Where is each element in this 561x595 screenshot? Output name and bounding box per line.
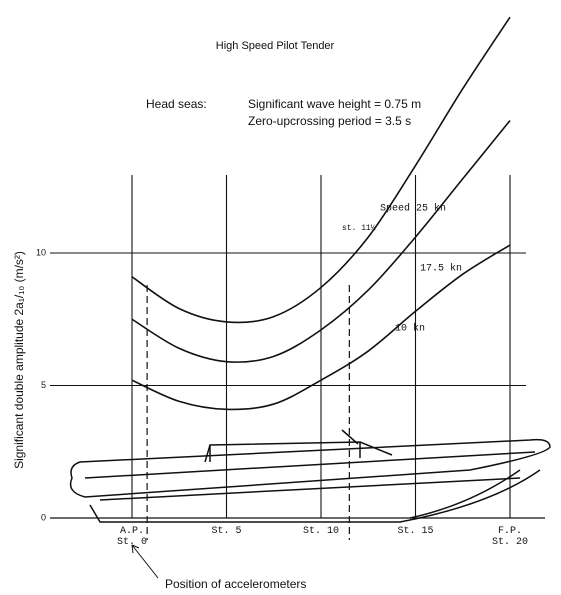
x-tick-label: F.P. St. 20 [480, 526, 540, 548]
x-tick-label: St. 5 [197, 526, 257, 537]
accelerometer-label: Position of accelerometers [165, 577, 306, 591]
y-tick-label: 0 [41, 512, 46, 522]
y-tick-label: 10 [36, 247, 46, 257]
series-label: 10 kn [395, 323, 425, 335]
boat-drawing [71, 430, 550, 522]
chart-title: High Speed Pilot Tender [216, 40, 335, 52]
conditions-label: Head seas: [146, 97, 207, 111]
x-tick-label: St. 15 [386, 526, 446, 537]
y-axis-label: Significant double amplitude 2a₁/₁₀ (m/s… [12, 251, 26, 469]
figure: High Speed Pilot Tender Head seas: Signi… [0, 0, 561, 595]
condition: Zero-upcrossing period = 3.5 s [248, 114, 411, 128]
y-tick-label: 5 [41, 380, 46, 390]
series-label: 17.5 kn [420, 263, 462, 275]
x-tick-label: St. 10 [291, 526, 351, 537]
condition: Significant wave height = 0.75 m [248, 97, 421, 111]
x-tick-label: A.P. St. 0 [102, 526, 162, 548]
arrow [132, 545, 158, 578]
station-annotation: st. 11½ [342, 224, 376, 233]
chart: High Speed Pilot Tender Head seas: Signi… [0, 0, 561, 595]
